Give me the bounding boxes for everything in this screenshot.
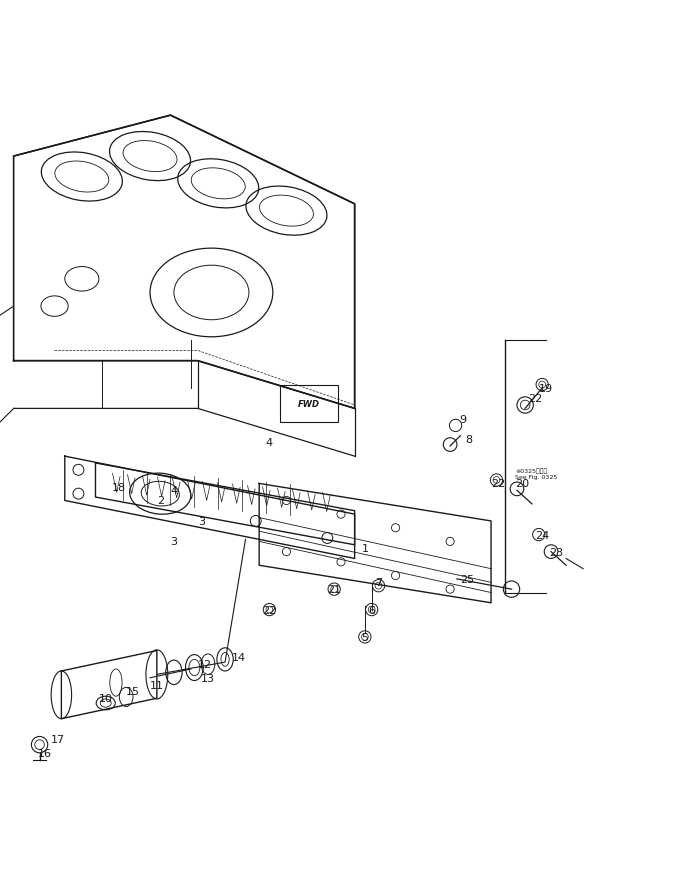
- Text: 10: 10: [99, 694, 113, 703]
- Text: 2: 2: [157, 496, 164, 506]
- Text: ※0325図参照
See Fig. 0325: ※0325図参照 See Fig. 0325: [515, 468, 557, 479]
- Text: 9: 9: [459, 414, 466, 424]
- Text: 23: 23: [549, 547, 563, 557]
- Text: 13: 13: [201, 673, 215, 683]
- Circle shape: [31, 736, 48, 753]
- Text: 4: 4: [266, 438, 273, 448]
- Text: 8: 8: [466, 435, 473, 445]
- Text: 22: 22: [529, 393, 542, 404]
- Text: 16: 16: [38, 748, 51, 758]
- Text: 5: 5: [361, 632, 368, 642]
- Text: 12: 12: [198, 659, 211, 670]
- FancyBboxPatch shape: [280, 385, 338, 423]
- Text: 14: 14: [232, 653, 246, 663]
- Text: 11: 11: [150, 680, 164, 690]
- Text: 17: 17: [51, 734, 65, 744]
- Text: 3: 3: [170, 537, 177, 547]
- Text: 21: 21: [327, 585, 341, 595]
- Text: 19: 19: [539, 384, 552, 393]
- Circle shape: [443, 439, 457, 452]
- Text: 20: 20: [515, 478, 529, 489]
- Text: 18: 18: [113, 482, 126, 493]
- Text: 7: 7: [375, 578, 382, 587]
- Text: 6: 6: [368, 605, 375, 615]
- Circle shape: [517, 397, 533, 414]
- Text: 4: 4: [170, 486, 177, 495]
- Text: 15: 15: [126, 687, 140, 696]
- Text: 1: 1: [361, 544, 368, 554]
- Text: FWD: FWD: [297, 400, 320, 408]
- Text: 24: 24: [535, 530, 549, 540]
- Text: 22: 22: [491, 478, 505, 489]
- Text: 3: 3: [198, 517, 205, 526]
- Text: 25: 25: [460, 574, 474, 584]
- Text: 22: 22: [263, 605, 276, 615]
